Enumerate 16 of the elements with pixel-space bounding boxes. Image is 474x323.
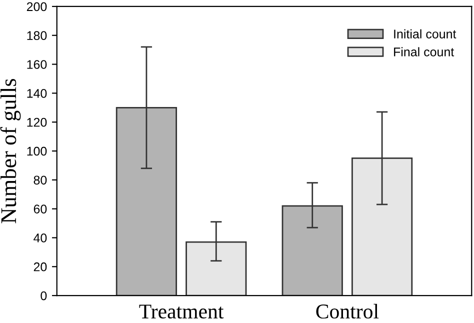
y-tick-label: 160 bbox=[27, 60, 47, 69]
y-tick-label: 180 bbox=[27, 31, 47, 40]
y-tick-label: 100 bbox=[27, 146, 47, 156]
y-tick-label: 120 bbox=[27, 118, 47, 127]
y-tick-label: 60 bbox=[34, 204, 47, 214]
y-tick-label: 200 bbox=[26, 2, 47, 12]
x-tick-label: Control bbox=[316, 304, 379, 319]
legend-label: Final count bbox=[394, 47, 454, 56]
x-tick-label: Treatment bbox=[139, 304, 224, 319]
y-tick-label: 80 bbox=[34, 176, 47, 185]
legend-label: Initial count bbox=[394, 29, 456, 38]
y-tick-label: 0 bbox=[40, 291, 47, 300]
y-tick-label: 40 bbox=[34, 234, 47, 242]
y-tick-label: 140 bbox=[27, 88, 47, 98]
y-axis-title: Number of gulls bbox=[0, 78, 21, 224]
y-tick-label: 20 bbox=[34, 262, 47, 272]
